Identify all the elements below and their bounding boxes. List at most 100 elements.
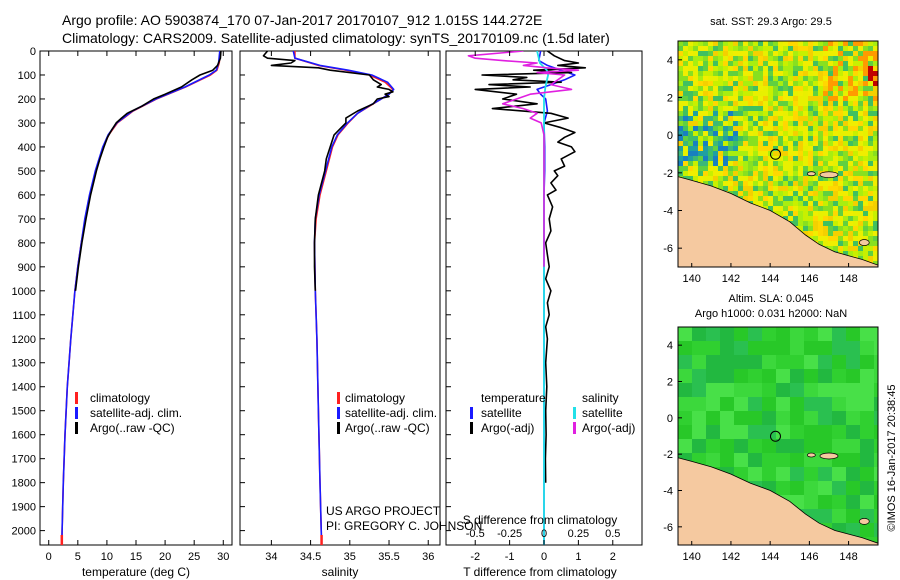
field-cell (838, 186, 844, 192)
field-cell (818, 136, 824, 142)
field-cell (708, 141, 714, 147)
field-cell (818, 161, 824, 167)
field-cell (846, 341, 861, 356)
field-cell (703, 146, 709, 152)
field-cell (833, 221, 839, 227)
field-cell (763, 56, 769, 62)
field-cell (773, 136, 779, 142)
field-cell (678, 61, 684, 67)
field-cell (753, 161, 759, 167)
field-cell (848, 66, 854, 72)
field-cell (748, 96, 754, 102)
field-cell (838, 141, 844, 147)
field-cell (858, 56, 864, 62)
x-tick-label: 2 (610, 551, 616, 563)
field-cell (853, 51, 859, 57)
field-cell (858, 51, 864, 57)
field-cell (848, 186, 854, 192)
field-cell (823, 231, 829, 237)
field-cell (838, 66, 844, 72)
field-cell (793, 56, 799, 62)
field-cell (753, 56, 759, 62)
field-cell (823, 161, 829, 167)
field-cell (793, 156, 799, 162)
field-cell (733, 161, 739, 167)
field-cell (773, 146, 779, 152)
field-cell (803, 196, 809, 202)
field-cell (678, 151, 684, 157)
field-cell (738, 101, 744, 107)
field-cell (703, 46, 709, 52)
field-cell (833, 151, 839, 157)
field-cell (838, 161, 844, 167)
field-cell (768, 96, 774, 102)
field-cell (863, 186, 869, 192)
field-cell (833, 111, 839, 117)
field-cell (743, 51, 749, 57)
salinity-panel-frame (239, 50, 441, 546)
field-cell (798, 196, 804, 202)
field-cell (678, 76, 684, 82)
legend-label: climatology (90, 391, 150, 405)
field-cell (753, 66, 759, 72)
field-cell (843, 126, 849, 132)
field-cell (853, 171, 859, 177)
field-cell (778, 131, 784, 137)
field-cell (798, 111, 804, 117)
field-cell (798, 121, 804, 127)
field-cell (728, 161, 734, 167)
field-cell (873, 241, 879, 247)
field-cell (708, 91, 714, 97)
field-cell (758, 126, 764, 132)
field-cell (778, 206, 784, 212)
field-cell (843, 76, 849, 82)
field-cell (843, 251, 849, 257)
field-cell (748, 355, 763, 370)
field-cell (768, 191, 774, 197)
depth-tick-label: 600 (18, 190, 36, 202)
field-cell (708, 111, 714, 117)
field-cell (723, 161, 729, 167)
field-cell (813, 106, 819, 112)
field-cell (804, 355, 819, 370)
legend-swatch-s-satellite (573, 407, 576, 419)
field-cell (723, 166, 729, 172)
depth-tick-label: 1100 (12, 310, 36, 322)
field-cell (788, 111, 794, 117)
depth-tick-label: 1900 (12, 502, 36, 514)
field-cell (798, 71, 804, 77)
field-cell (748, 176, 754, 182)
field-cell (688, 131, 694, 137)
field-cell (860, 425, 875, 440)
field-cell (743, 116, 749, 122)
field-cell (853, 151, 859, 157)
field-cell (753, 191, 759, 197)
field-cell (846, 523, 861, 538)
field-cell (678, 171, 684, 177)
field-cell (828, 81, 834, 87)
field-cell (718, 111, 724, 117)
field-cell (743, 91, 749, 97)
field-cell (873, 81, 879, 87)
field-cell (838, 61, 844, 67)
field-cell (828, 136, 834, 142)
field-cell (818, 86, 824, 92)
field-cell (718, 186, 724, 192)
field-cell (848, 246, 854, 252)
field-cell (698, 141, 704, 147)
field-cell (763, 61, 769, 67)
field-cell (763, 191, 769, 197)
field-cell (868, 101, 874, 107)
field-cell (773, 101, 779, 107)
field-cell (868, 136, 874, 142)
field-cell (738, 136, 744, 142)
field-cell (828, 126, 834, 132)
field-cell (833, 176, 839, 182)
field-cell (790, 341, 805, 356)
field-cell (703, 76, 709, 82)
field-cell (763, 96, 769, 102)
field-cell (843, 136, 849, 142)
field-cell (743, 101, 749, 107)
field-cell (868, 61, 874, 67)
field-cell (768, 111, 774, 117)
